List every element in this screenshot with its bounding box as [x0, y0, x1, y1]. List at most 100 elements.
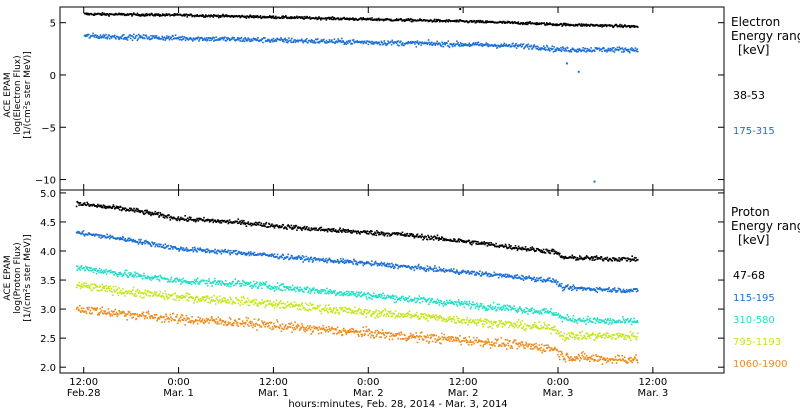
proton-point	[121, 275, 123, 278]
proton-point	[564, 255, 567, 258]
proton-point	[151, 211, 153, 214]
electron-point	[269, 15, 271, 17]
proton-point	[341, 306, 344, 309]
proton-point	[579, 287, 581, 290]
proton-point	[138, 241, 141, 244]
proton-point	[433, 267, 436, 269]
proton-point	[615, 291, 617, 293]
proton-point	[510, 245, 512, 247]
proton-point	[384, 297, 387, 300]
electron-point	[301, 17, 304, 20]
proton-point	[97, 203, 99, 206]
electron-point	[462, 45, 464, 47]
proton-point	[606, 288, 609, 290]
proton-point	[427, 269, 430, 272]
proton-point	[178, 295, 181, 298]
proton-point	[308, 260, 310, 263]
proton-point	[147, 290, 150, 292]
proton-point	[299, 305, 301, 307]
proton-point	[192, 281, 195, 283]
electron-point	[293, 40, 295, 43]
proton-point	[152, 213, 155, 216]
proton-point	[135, 276, 138, 278]
electron-point	[416, 40, 419, 42]
electron-point	[256, 39, 259, 41]
proton-point	[600, 288, 603, 290]
electron-point	[464, 43, 467, 45]
proton-point	[324, 290, 327, 292]
proton-point	[498, 246, 501, 249]
proton-point	[327, 311, 329, 314]
proton-point	[227, 222, 230, 225]
proton-point	[320, 312, 323, 315]
electron-point	[225, 40, 227, 42]
electron-point	[446, 42, 448, 44]
proton-point	[343, 229, 345, 231]
proton-point	[291, 289, 293, 291]
proton-point	[542, 251, 544, 254]
electron-point	[426, 43, 429, 45]
electron-point	[581, 25, 584, 27]
proton-point	[103, 285, 106, 288]
proton-point	[376, 264, 379, 267]
electron-point	[245, 17, 248, 19]
electron-point	[517, 21, 520, 23]
proton-point	[208, 251, 211, 254]
proton-point	[326, 259, 329, 262]
electron-point	[151, 37, 153, 39]
electron-point	[627, 50, 629, 53]
proton-point	[394, 266, 396, 269]
proton-point	[438, 236, 441, 239]
proton-point	[124, 269, 127, 272]
proton-point	[589, 288, 591, 291]
electron-point	[337, 17, 339, 19]
electron-point	[576, 24, 578, 26]
proton-point	[154, 210, 157, 213]
proton-point	[363, 230, 366, 232]
proton-point	[272, 225, 275, 228]
electron-point	[294, 39, 296, 41]
electron-point	[457, 20, 460, 23]
proton-point	[240, 221, 243, 224]
electron-point	[383, 40, 386, 42]
electron-point	[545, 23, 547, 26]
electron-point	[93, 36, 96, 38]
proton-point	[375, 296, 378, 298]
electron-point	[605, 25, 608, 28]
proton-point	[170, 294, 173, 297]
electron-point	[603, 47, 605, 50]
proton-point	[162, 213, 164, 216]
proton-point	[230, 249, 232, 252]
electron-point	[273, 40, 276, 42]
proton-point	[120, 273, 123, 275]
proton-point	[378, 293, 380, 296]
proton-point	[350, 291, 353, 293]
proton-point	[130, 291, 133, 293]
proton-point	[147, 213, 150, 215]
proton-point	[373, 234, 376, 236]
electron-point	[105, 33, 107, 36]
proton-point	[220, 252, 223, 255]
proton-point	[116, 273, 118, 276]
proton-point	[249, 253, 251, 255]
proton-point	[412, 267, 415, 269]
electron-point	[114, 13, 117, 16]
electron-point	[117, 35, 119, 38]
electron-point	[588, 48, 590, 51]
electron-point	[84, 35, 87, 38]
proton-point	[231, 251, 234, 254]
proton-point	[80, 285, 82, 288]
proton-point	[572, 256, 574, 258]
proton-point	[250, 253, 253, 256]
proton-point	[278, 225, 281, 227]
proton-point	[241, 221, 244, 223]
proton-point	[351, 231, 354, 233]
proton-point	[362, 264, 364, 267]
proton-point	[215, 252, 217, 254]
proton-point	[534, 311, 537, 313]
electron-point	[530, 44, 533, 47]
proton-point	[590, 256, 593, 258]
proton-point	[110, 269, 112, 272]
proton-point	[348, 307, 351, 310]
